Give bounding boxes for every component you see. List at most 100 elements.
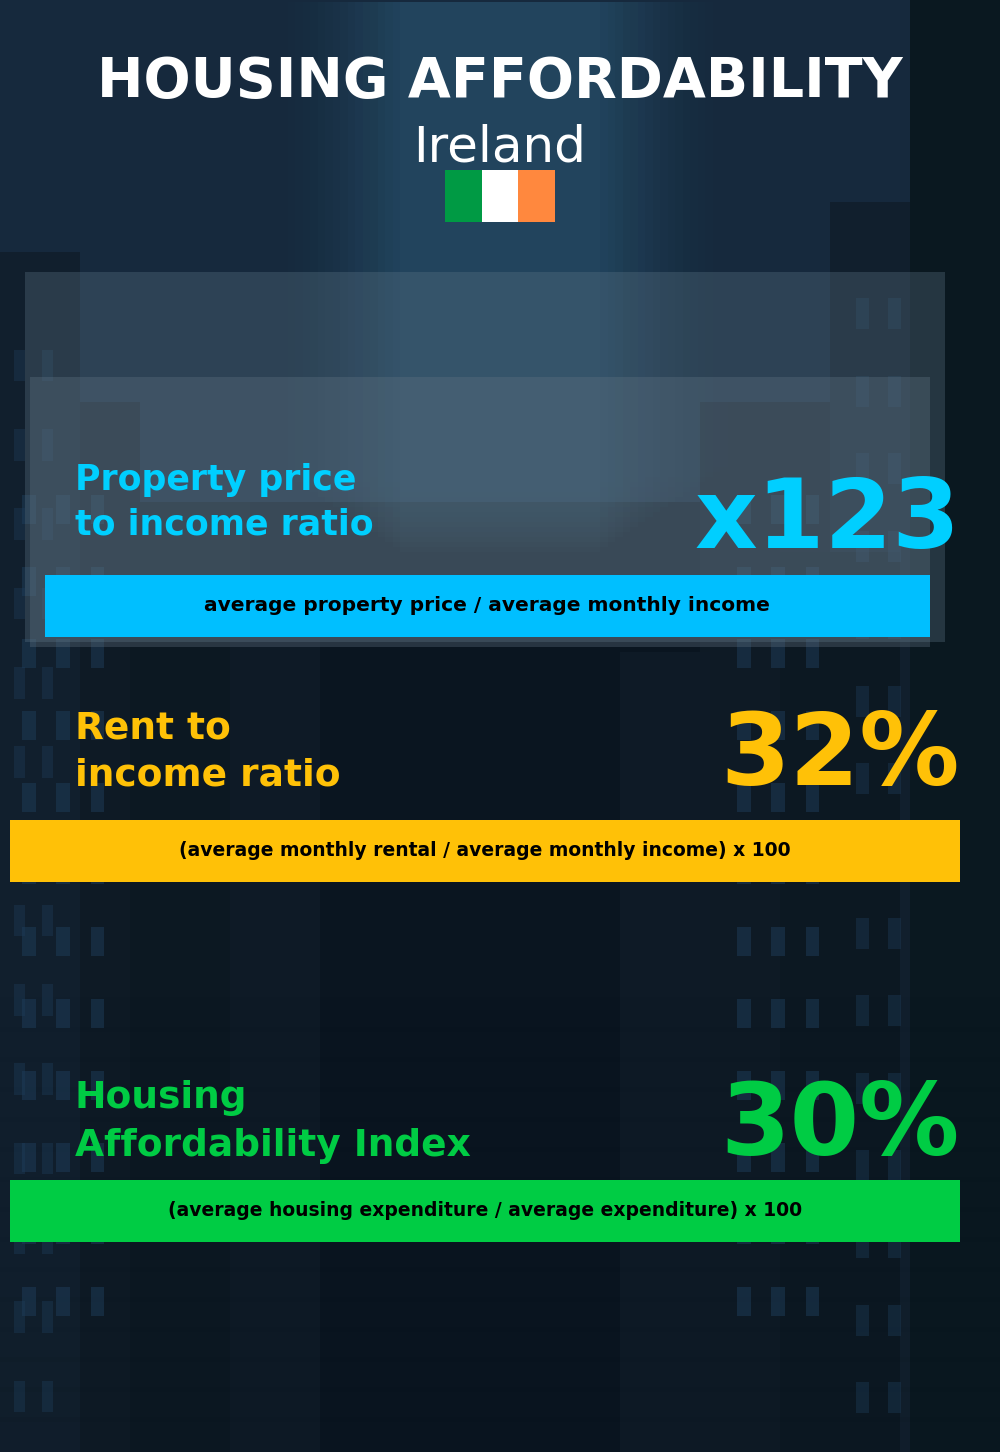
Bar (0, 1327, 1000, 1362)
Bar (91, 1143, 104, 1172)
Bar (0, 0, 1000, 502)
Bar (856, 376, 869, 407)
Bar (0, 1297, 1000, 1331)
Bar (0, 1057, 1000, 1092)
Bar (806, 639, 819, 668)
Bar (737, 783, 751, 812)
Bar (42, 428, 53, 460)
Bar (22, 495, 36, 524)
Bar (888, 531, 901, 562)
Bar (348, 1, 652, 517)
Bar (888, 1382, 901, 1413)
Bar (737, 495, 751, 524)
Bar (780, 552, 900, 1452)
Bar (91, 1215, 104, 1244)
Bar (42, 905, 53, 937)
Bar (295, 1, 705, 482)
Bar (0, 402, 140, 1452)
Bar (856, 531, 869, 562)
Bar (42, 1381, 53, 1413)
Text: (average monthly rental / average monthly income) x 100: (average monthly rental / average monthl… (179, 842, 791, 861)
Bar (0, 1358, 1000, 1392)
Bar (856, 762, 869, 794)
Bar (22, 711, 36, 741)
Bar (42, 746, 53, 778)
Text: average property price / average monthly income: average property price / average monthly… (204, 597, 770, 616)
Bar (14, 1301, 25, 1333)
Bar (258, 1, 742, 457)
Bar (56, 568, 70, 595)
Bar (856, 841, 869, 871)
Bar (302, 1, 698, 486)
Bar (771, 855, 785, 884)
Bar (888, 608, 901, 639)
Bar (856, 1382, 869, 1413)
Bar (0, 1417, 1000, 1452)
Bar (310, 1, 690, 492)
Bar (856, 1150, 869, 1180)
Bar (888, 1073, 901, 1104)
Bar (42, 984, 53, 1016)
Bar (56, 1143, 70, 1172)
Bar (14, 1381, 25, 1413)
Bar (14, 666, 25, 698)
Bar (91, 568, 104, 595)
Bar (14, 825, 25, 857)
Bar (737, 568, 751, 595)
Bar (91, 999, 104, 1028)
Bar (30, 378, 930, 648)
Bar (56, 495, 70, 524)
Bar (22, 999, 36, 1028)
Bar (14, 746, 25, 778)
Bar (806, 495, 819, 524)
Bar (325, 1, 675, 502)
Text: (average housing expenditure / average expenditure) x 100: (average housing expenditure / average e… (168, 1201, 802, 1221)
Bar (806, 1072, 819, 1101)
Bar (370, 1, 630, 531)
Bar (385, 1, 615, 542)
Bar (737, 1288, 751, 1316)
Bar (856, 1073, 869, 1104)
Bar (771, 928, 785, 955)
Bar (771, 1288, 785, 1316)
Bar (0, 1027, 1000, 1061)
Bar (888, 1227, 901, 1259)
Bar (392, 1, 608, 547)
Text: Ireland: Ireland (414, 123, 586, 171)
Bar (14, 350, 25, 382)
Bar (378, 1, 622, 537)
Bar (888, 762, 901, 794)
Bar (806, 1143, 819, 1172)
Text: HOUSING AFFORDABILITY: HOUSING AFFORDABILITY (97, 55, 903, 109)
Bar (130, 502, 250, 1452)
Bar (888, 299, 901, 330)
Bar (856, 1227, 869, 1259)
Bar (888, 841, 901, 871)
Bar (14, 1223, 25, 1253)
Bar (22, 928, 36, 955)
Bar (230, 603, 320, 1452)
Bar (856, 685, 869, 716)
Bar (856, 995, 869, 1027)
Bar (737, 1215, 751, 1244)
Bar (888, 1150, 901, 1180)
Bar (22, 1215, 36, 1244)
Bar (14, 508, 25, 540)
Bar (0, 1237, 1000, 1272)
Bar (0, 1268, 1000, 1302)
Bar (771, 1072, 785, 1101)
Bar (265, 1, 735, 462)
Bar (888, 453, 901, 485)
Bar (445, 170, 482, 222)
Bar (14, 588, 25, 619)
Bar (288, 1, 712, 478)
Bar (91, 783, 104, 812)
Bar (620, 652, 710, 1452)
Text: Housing
Affordability Index: Housing Affordability Index (75, 1080, 471, 1163)
Bar (856, 608, 869, 639)
Bar (806, 1288, 819, 1316)
Bar (737, 1072, 751, 1101)
Text: 30%: 30% (721, 1079, 960, 1176)
Bar (737, 639, 751, 668)
Bar (771, 1215, 785, 1244)
